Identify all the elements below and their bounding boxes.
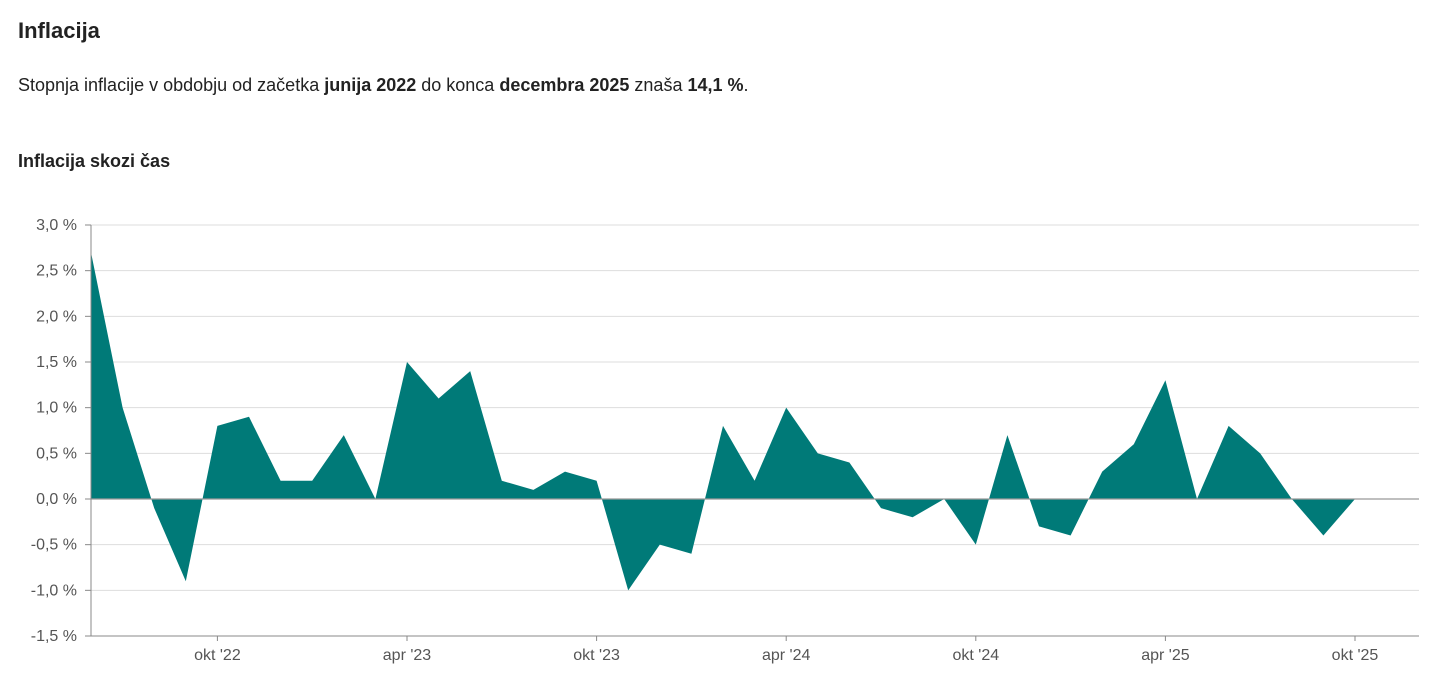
x-tick-label: apr '24: [762, 647, 811, 664]
summary-text-3: znaša: [629, 75, 688, 95]
summary-inflation-value: 14,1 %: [687, 75, 744, 95]
grid-lines: [85, 224, 1419, 637]
x-tick-label: apr '25: [1141, 647, 1190, 664]
chart-title: Inflacija skozi čas: [18, 151, 171, 171]
x-tick-label: okt '24: [952, 647, 999, 664]
y-tick-label: -0,5 %: [31, 537, 77, 554]
summary-text-1: Stopnja inflacije v obdobju od začetka: [18, 75, 325, 95]
tick-labels: 3,0 % 2,5 % 2,0 % 1,5 % 1,0 % 0,5 % 0,0 % -0,5 …: [31, 217, 1379, 664]
x-tick-label: okt '25: [1332, 647, 1379, 664]
page-heading: Inflacija: [18, 18, 100, 43]
y-tick-label: 2,0 %: [36, 308, 77, 325]
y-tick-label: 0,0 %: [36, 491, 77, 508]
y-tick-label: 3,0 %: [36, 217, 77, 234]
x-tick-label: okt '23: [573, 647, 620, 664]
inflation-area: [91, 252, 1355, 591]
summary-text-4: .: [743, 75, 749, 95]
area-series: [91, 252, 1355, 591]
y-tick-label: -1,0 %: [31, 582, 77, 599]
x-tick-label: okt '22: [194, 647, 241, 664]
summary-end-date: decembra 2025: [499, 75, 630, 95]
summary-start-date: junija 2022: [324, 75, 417, 95]
inflation-summary: Stopnja inflacije v obdobju od začetka j…: [18, 75, 749, 96]
y-tick-label: -1,5 %: [31, 628, 77, 645]
axes: [90, 225, 1419, 641]
summary-text-2: do konca: [416, 75, 500, 95]
y-tick-label: 1,5 %: [36, 354, 77, 371]
y-tick-label: 0,5 %: [36, 445, 77, 462]
y-tick-label: 2,5 %: [36, 263, 77, 280]
y-tick-label: 1,0 %: [36, 400, 77, 417]
x-tick-label: apr '23: [383, 647, 432, 664]
